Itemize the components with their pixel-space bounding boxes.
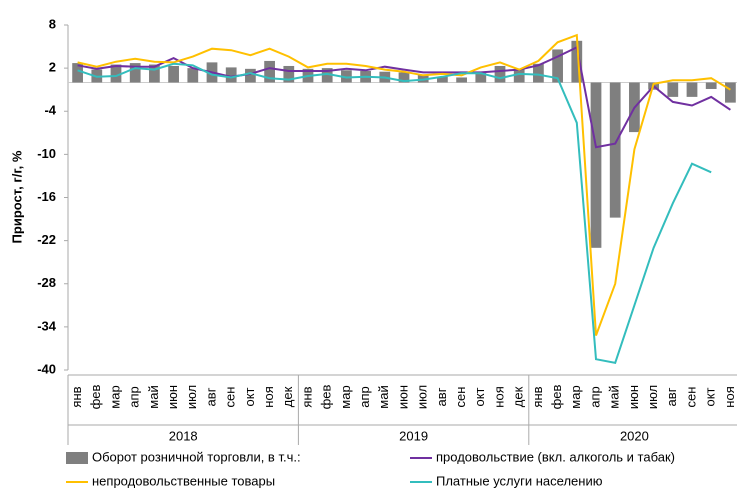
bar [456, 77, 467, 83]
x-tick-label: мар [568, 385, 583, 408]
x-tick-label: сен [683, 387, 698, 408]
x-tick-label: янв [530, 386, 545, 407]
x-tick-label: авг [664, 387, 679, 406]
x-tick-label: мар [107, 385, 122, 408]
year-label: 2018 [169, 428, 198, 443]
y-tick-label: -16 [37, 189, 56, 204]
legend-label: продовольствие (вкл. алкоголь и табак) [436, 449, 675, 464]
bar [725, 82, 736, 103]
bar [533, 63, 544, 83]
x-tick-label: апр [587, 386, 602, 408]
x-tick-label: апр [357, 386, 372, 408]
bar [321, 68, 333, 83]
x-tick-label: май [607, 385, 622, 408]
line [77, 33, 731, 336]
legend-label: Платные услуги населению [436, 473, 603, 488]
bar [245, 68, 256, 83]
x-tick-label: май [146, 385, 161, 408]
x-tick-label: авг [434, 387, 449, 406]
x-tick-label: июл [645, 385, 660, 409]
bar [149, 64, 160, 83]
x-tick-label: янв [69, 386, 84, 407]
bar [705, 82, 717, 89]
x-tick-label: июл [184, 385, 199, 409]
x-tick-label: июн [395, 385, 410, 409]
x-tick-label: фев [319, 384, 334, 409]
x-tick-label: фев [549, 384, 564, 409]
x-tick-label: фев [88, 384, 103, 409]
x-tick-label: дек [511, 386, 526, 407]
bar [475, 71, 487, 83]
bar [264, 60, 275, 83]
bar [686, 82, 698, 97]
x-tick-label: дек [280, 386, 295, 407]
bar [398, 72, 410, 83]
x-tick-label: май [376, 385, 391, 408]
line [77, 62, 712, 364]
bar [187, 68, 199, 83]
bar [72, 63, 83, 83]
x-tick-label: авг [203, 387, 218, 406]
bar [225, 67, 237, 83]
year-label: 2019 [399, 428, 428, 443]
y-tick-label: -34 [37, 318, 57, 333]
x-tick-label: окт [472, 387, 487, 406]
y-tick-label: -40 [37, 361, 56, 376]
x-tick-label: июл [415, 385, 430, 409]
bar [168, 65, 179, 83]
bar [494, 65, 506, 83]
legend-swatch [66, 452, 88, 464]
y-axis-label: Прирост, г/г, % [9, 150, 24, 243]
x-tick-label: сен [223, 387, 238, 408]
year-label: 2020 [620, 428, 649, 443]
legend-label: Оборот розничной торговли, в т.ч.: [92, 449, 301, 464]
bar [513, 68, 525, 83]
bar [341, 70, 352, 83]
bar [609, 82, 621, 218]
y-tick-label: -4 [44, 103, 56, 118]
bar [437, 76, 448, 83]
y-tick-label: 2 [49, 60, 56, 75]
y-tick-label: -10 [37, 146, 56, 161]
x-tick-label: окт [703, 387, 718, 406]
x-tick-label: июн [626, 385, 641, 409]
bar [571, 40, 583, 83]
x-tick-label: окт [242, 387, 257, 406]
x-tick-label: ноя [722, 386, 737, 407]
legend-label: непродовольственные товары [92, 473, 275, 488]
x-tick-label: июн [165, 385, 180, 409]
bar [417, 74, 429, 83]
y-tick-label: 8 [49, 16, 56, 31]
x-tick-label: мар [338, 385, 353, 408]
x-tick-label: ноя [261, 386, 276, 407]
bar [590, 82, 602, 248]
x-tick-label: апр [127, 386, 142, 408]
x-tick-label: сен [453, 387, 468, 408]
bar [283, 65, 295, 83]
x-tick-label: ноя [491, 386, 506, 407]
bar [129, 63, 141, 83]
bar [110, 64, 122, 83]
bar [667, 82, 679, 97]
y-tick-label: -28 [37, 275, 56, 290]
x-tick-label: янв [299, 386, 314, 407]
bar [552, 49, 563, 83]
y-tick-label: -22 [37, 232, 56, 247]
